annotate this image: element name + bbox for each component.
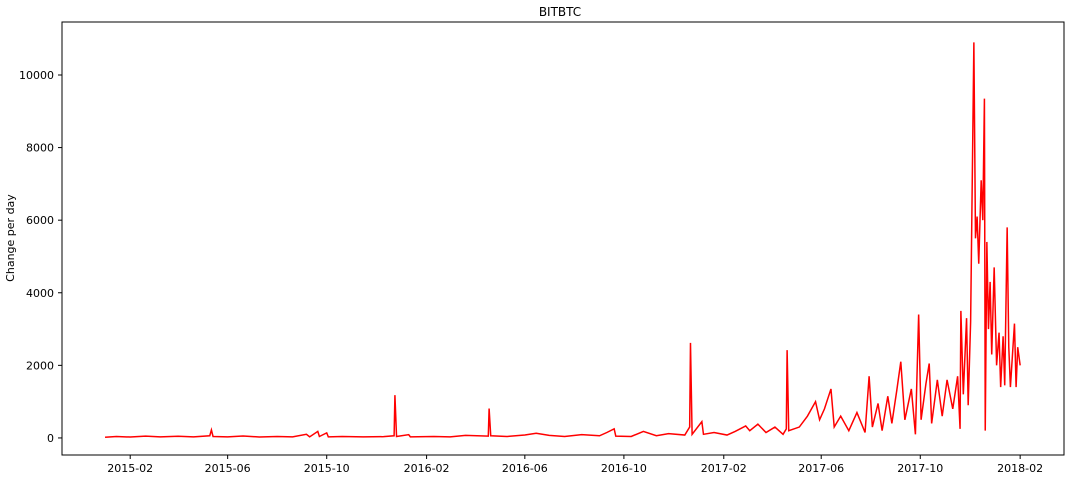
x-tick-label: 2016-10 — [601, 462, 647, 475]
chart-title: BITBTC — [539, 5, 581, 19]
y-axis-label: Change per day — [4, 194, 17, 282]
x-tick-label: 2016-06 — [502, 462, 548, 475]
x-tick-label: 2018-02 — [997, 462, 1043, 475]
x-tick-label: 2016-02 — [404, 462, 450, 475]
x-tick-label: 2017-10 — [897, 462, 943, 475]
x-tick-label: 2015-06 — [205, 462, 251, 475]
x-tick-label: 2017-06 — [798, 462, 844, 475]
y-tick-label: 4000 — [26, 287, 54, 300]
plot-frame — [61, 21, 1065, 456]
data-line — [104, 42, 1021, 438]
y-tick-label: 6000 — [26, 214, 54, 227]
y-tick-label: 10000 — [19, 69, 54, 82]
y-tick-label: 8000 — [26, 142, 54, 155]
x-tick-label: 2015-02 — [107, 462, 153, 475]
x-tick-label: 2015-10 — [304, 462, 350, 475]
x-tick-label: 2017-02 — [701, 462, 747, 475]
y-tick-label: 2000 — [26, 359, 54, 372]
y-tick-label: 0 — [47, 432, 54, 445]
